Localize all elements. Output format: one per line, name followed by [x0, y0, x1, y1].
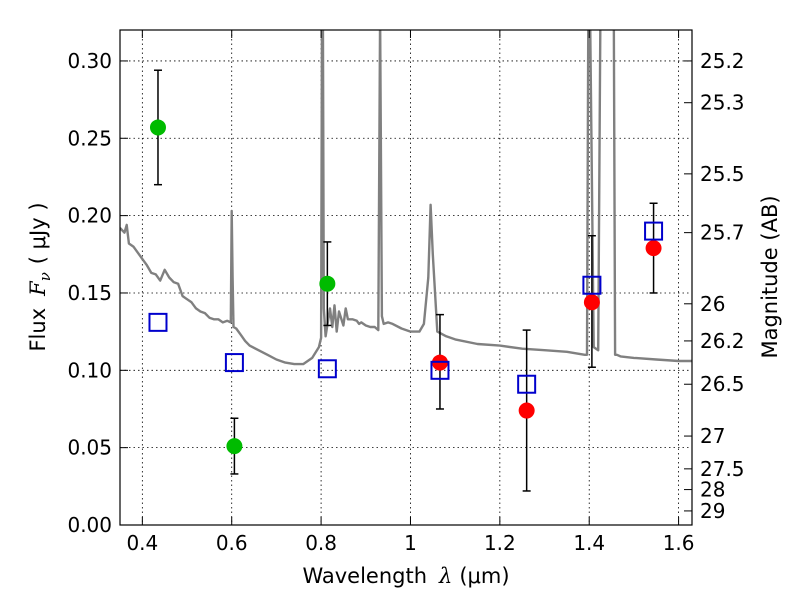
y2-tick-label: 25.2: [700, 49, 745, 73]
y2-tick-label: 26.2: [700, 329, 745, 353]
y2-tick-label: 26.5: [700, 372, 745, 396]
y-tick-label: 0.15: [67, 281, 112, 305]
y2-tick-label: 28: [700, 478, 725, 502]
y-axis-symbol: F: [26, 280, 50, 297]
y-tick-label: 0.20: [67, 204, 112, 228]
y-tick-label: 0.30: [67, 49, 112, 73]
data-point: [583, 294, 600, 311]
spectrum-line: [120, 30, 692, 366]
y-tick-label: 0.10: [67, 358, 112, 382]
x-tick-label: 1.2: [484, 531, 516, 555]
data-point: [319, 275, 336, 292]
points-layer: [148, 69, 664, 492]
x-tick-label: 0.4: [126, 531, 158, 555]
x-axis-title: Wavelength λ (μm): [302, 564, 509, 588]
data-point: [518, 402, 535, 419]
model-point: [517, 374, 537, 394]
data-point: [645, 240, 662, 257]
y2-tick-label: 25.7: [700, 221, 745, 245]
y2-tick-label: 26: [700, 292, 725, 316]
data-point: [149, 119, 166, 136]
y2-tick-label: 25.3: [700, 91, 745, 115]
y-axis-title: Flux Fν ( μJy ): [26, 202, 54, 351]
y2-tick-label: 27: [700, 424, 725, 448]
x-tick-label: 0.8: [305, 531, 337, 555]
y-axis-label: Flux: [26, 308, 50, 352]
x-axis-label: Wavelength: [302, 564, 427, 588]
y2-tick-label: 25.5: [700, 162, 745, 186]
model-point: [148, 312, 168, 332]
y-axis-unit: ( μJy ): [26, 202, 50, 264]
x-tick-label: 0.6: [216, 531, 248, 555]
model-point: [582, 275, 602, 295]
plot-frame: [119, 29, 693, 526]
y-axis-subscript: ν: [36, 272, 54, 281]
plot-background: [120, 30, 692, 525]
y2-tick-label: 27.5: [700, 457, 745, 481]
x-tick-label: 1.6: [663, 531, 695, 555]
y-tick-label: 0.05: [67, 436, 112, 460]
x-tick-label: 1.4: [573, 531, 605, 555]
ticks-layer: [120, 30, 692, 526]
x-axis-symbol: λ: [438, 564, 452, 588]
spectrum-layer: [120, 30, 692, 366]
y2-tick-label: 29: [700, 499, 725, 523]
y-tick-label: 0.25: [67, 126, 112, 150]
data-point: [226, 438, 243, 455]
x-tick-label: 1: [404, 531, 417, 555]
y2-axis-title: Magnitude (AB): [758, 195, 782, 358]
x-axis-unit: (μm): [459, 564, 509, 588]
model-point: [224, 353, 244, 373]
model-point: [644, 221, 664, 241]
y-tick-label: 0.00: [67, 513, 112, 537]
model-point: [430, 360, 450, 380]
model-point: [317, 359, 337, 379]
tick-labels: 0.4 0.6 0.8 1 1.2 1.4 1.6 0.00 0.05 0.10 0.15 0.20 0…: [67, 49, 744, 555]
